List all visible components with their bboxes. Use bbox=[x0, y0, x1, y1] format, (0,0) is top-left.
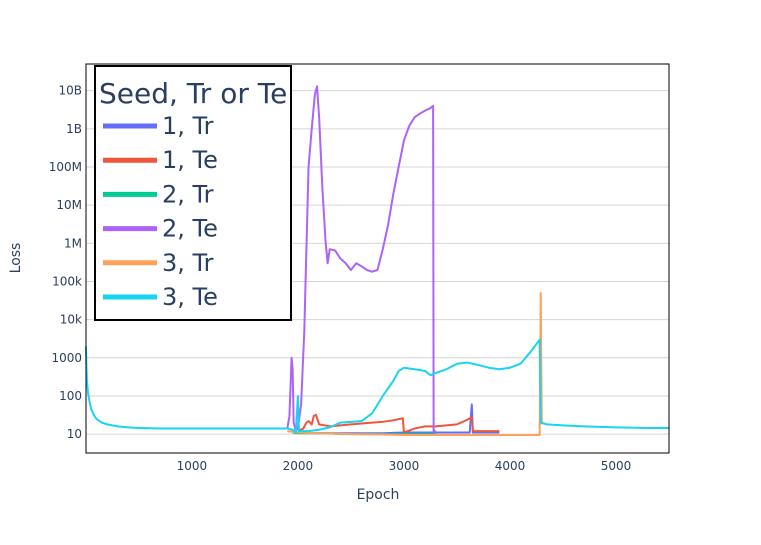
x-tick-label: 2000 bbox=[283, 459, 314, 473]
legend-label: 3, Tr bbox=[162, 249, 214, 277]
legend-label: 2, Te bbox=[162, 215, 218, 243]
x-tick-label: 5000 bbox=[601, 459, 632, 473]
y-tick-label: 10 bbox=[67, 427, 82, 441]
y-tick-label: 1B bbox=[66, 122, 82, 136]
x-axis-ticks: 1000 2000 3000 4000 5000 bbox=[177, 459, 632, 473]
x-axis-title: Epoch bbox=[357, 487, 400, 503]
x-tick-label: 1000 bbox=[177, 459, 208, 473]
y-tick-label: 100M bbox=[49, 160, 82, 174]
legend-label: 1, Tr bbox=[162, 112, 214, 140]
series-lines bbox=[85, 85, 669, 436]
y-tick-label: 10B bbox=[58, 84, 82, 98]
x-tick-label: 4000 bbox=[495, 459, 526, 473]
legend-label: 1, Te bbox=[162, 146, 218, 174]
x-tick-label: 3000 bbox=[389, 459, 420, 473]
legend[interactable]: Seed, Tr or Te 1, Tr 1, Te 2, Tr 2, Te 3, Tr… bbox=[94, 65, 292, 321]
series-line bbox=[85, 338, 669, 434]
y-tick-label: 10k bbox=[60, 313, 82, 327]
y-tick-label: 100 bbox=[59, 389, 82, 403]
y-axis-title: Loss bbox=[8, 243, 24, 274]
series-line bbox=[297, 413, 500, 434]
series-line bbox=[286, 85, 437, 434]
y-tick-label: 100k bbox=[52, 274, 82, 288]
legend-items: 1, Tr 1, Te 2, Tr 2, Te 3, Tr 3, Te bbox=[103, 112, 218, 311]
y-tick-label: 10M bbox=[56, 198, 82, 212]
y-axis-ticks: 10 100 1000 10k 100k 1M 10M 100M 1B 10B bbox=[49, 84, 82, 441]
legend-label: 2, Tr bbox=[162, 180, 214, 208]
plot-frame bbox=[85, 63, 670, 454]
series-line bbox=[287, 291, 543, 436]
y-tick-label: 1000 bbox=[51, 351, 82, 365]
y-tick-label: 1M bbox=[64, 236, 82, 250]
legend-label: 3, Te bbox=[162, 283, 218, 311]
legend-title: Seed, Tr or Te bbox=[99, 77, 287, 110]
